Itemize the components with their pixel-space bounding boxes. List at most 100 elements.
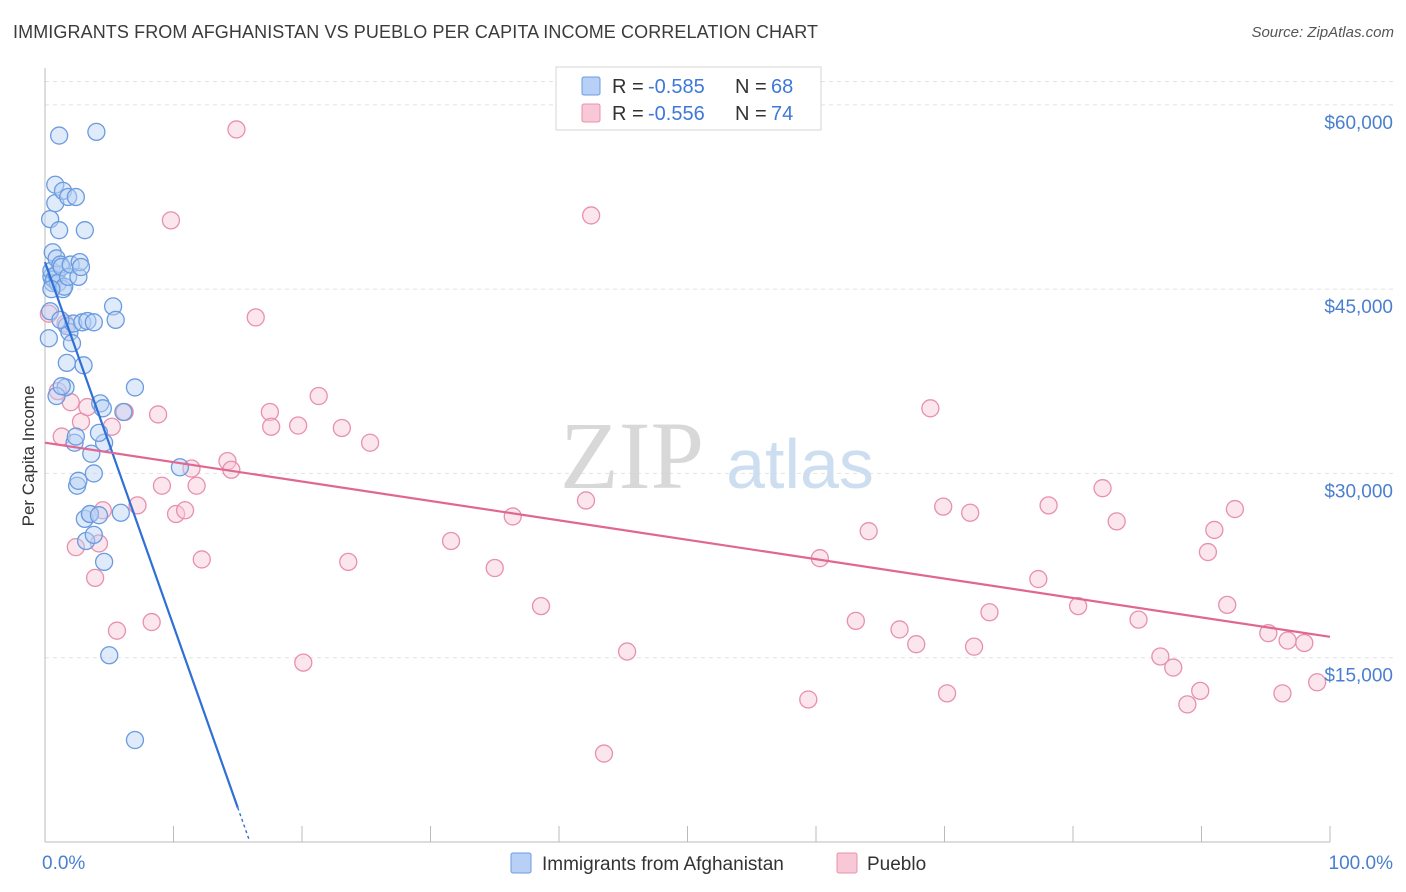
trend-lines	[43, 261, 1331, 841]
pueblo-point-44	[799, 690, 818, 709]
afghanistan-point-58	[125, 730, 145, 750]
y-tick-labels: $15,000 $30,000 $45,000 $60,000	[1324, 113, 1393, 687]
pueblo-point-43	[617, 642, 637, 661]
y-tick-label-1: $30,000	[1324, 481, 1393, 502]
afghanistan-point-44	[84, 313, 103, 332]
afghanistan-point-24	[58, 187, 78, 207]
pueblo-point-30	[288, 416, 308, 435]
pueblo-point-64	[1178, 695, 1197, 714]
pueblo-point-41	[581, 206, 601, 225]
correlation-legend: R = -0.585 N = 68 R = -0.556 N = 74	[555, 66, 822, 131]
afghanistan-point-57	[125, 378, 145, 397]
pueblo-point-23	[192, 550, 211, 569]
pueblo-point-5	[66, 537, 85, 557]
legend-r-value-pueblo: -0.556	[648, 103, 705, 125]
afghanistan-point-22	[57, 353, 76, 373]
watermark-atlas: atlas	[726, 425, 874, 503]
pueblo-point-33	[332, 418, 351, 438]
legend-n-label-2: N =	[735, 103, 767, 125]
pueblo-point-58	[1068, 596, 1088, 616]
x-tick-labels: 0.0% 100.0%	[42, 853, 1393, 874]
legend-swatch-pueblo	[581, 103, 601, 123]
afghanistan-point-33	[69, 471, 88, 490]
pueblo-point-67	[1205, 520, 1224, 540]
pueblo-point-27	[246, 308, 265, 327]
pueblo-point-48	[890, 620, 909, 639]
x-tick-label-0: 0.0%	[42, 853, 85, 874]
bottom-legend-swatch-pueblo	[836, 852, 858, 874]
pueblo-point-71	[1273, 684, 1292, 703]
pueblo-point-73	[1295, 633, 1314, 653]
pueblo-point-18	[161, 211, 181, 230]
bottom-legend-label-afghanistan: Immigrants from Afghanistan	[542, 854, 784, 875]
afghanistan-point-64	[84, 464, 103, 483]
y-tick-label-0: $15,000	[1324, 666, 1393, 687]
afghanistan-point-63	[66, 427, 85, 446]
pueblo-point-19	[166, 504, 186, 524]
pueblo-point-15	[142, 612, 161, 632]
pueblo-point-29	[262, 417, 281, 436]
afghanistan-trend-extension	[237, 807, 250, 841]
legend-n-value-pueblo: 74	[771, 103, 793, 125]
pueblo-point-35	[360, 433, 380, 452]
pueblo-point-61	[1129, 610, 1148, 629]
afghanistan-point-0	[39, 329, 59, 348]
afghanistan-point-14	[49, 126, 69, 145]
x-tick-label-1: 100.0%	[1329, 853, 1394, 874]
afghanistan-point-56	[114, 402, 133, 422]
bottom-legend-swatch-afghanistan	[510, 852, 532, 874]
pueblo-point-37	[485, 558, 504, 578]
legend-n-label-1: N =	[735, 76, 767, 98]
legend-r-label-1: R =	[612, 76, 644, 98]
grid-lines	[45, 81, 1393, 659]
pueblo-point-62	[1151, 647, 1170, 666]
afghanistan-point-40	[78, 311, 97, 331]
afghanistan-point-55	[111, 503, 130, 522]
pueblo-point-63	[1164, 658, 1183, 677]
afghanistan-point-13	[49, 221, 69, 240]
pueblo-point-55	[980, 603, 999, 622]
pueblo-point-12	[107, 621, 127, 640]
pueblo-point-74	[1308, 673, 1327, 692]
pueblo-point-28	[260, 402, 280, 422]
pueblo-point-72	[1278, 631, 1297, 650]
afghanistan-point-45	[84, 525, 103, 545]
pueblo-point-56	[1029, 569, 1048, 589]
pueblo-point-34	[339, 552, 358, 572]
pueblo-point-38	[503, 507, 522, 526]
afghanistan-point-61	[47, 386, 66, 406]
afghanistan-point-52	[100, 646, 119, 665]
chart-title: IMMIGRANTS FROM AFGHANISTAN VS PUEBLO PE…	[13, 22, 819, 42]
watermark: ZIP atlas	[560, 402, 874, 509]
afghanistan-point-51	[94, 552, 114, 572]
pueblo-point-49	[907, 635, 926, 654]
legend-n-value-afghanistan: 68	[771, 76, 793, 98]
legend-r-value-afghanistan: -0.585	[648, 76, 705, 98]
pueblo-point-36	[441, 531, 461, 551]
afghanistan-point-47	[89, 506, 109, 525]
pueblo-point-50	[921, 399, 940, 418]
pueblo-point-8	[85, 568, 105, 588]
pueblo-point-69	[1225, 499, 1245, 519]
afghanistan-point-30	[66, 187, 85, 207]
pueblo-point-46	[846, 611, 865, 631]
y-tick-label-2: $45,000	[1324, 297, 1393, 318]
pueblo-point-42	[594, 744, 614, 763]
pueblo-point-39	[531, 596, 551, 616]
pueblo-point-52	[937, 684, 957, 703]
pueblo-point-60	[1107, 512, 1126, 531]
bottom-legend-label-pueblo: Pueblo	[867, 854, 926, 875]
pueblo-point-40	[576, 491, 596, 510]
pueblo-trend-line	[44, 441, 1331, 638]
watermark-zip: ZIP	[560, 402, 704, 509]
pueblo-point-59	[1093, 479, 1112, 498]
pueblo-point-66	[1198, 542, 1218, 562]
afghanistan-point-54	[106, 310, 125, 330]
pueblo-point-53	[961, 503, 980, 522]
pueblo-point-32	[309, 386, 328, 406]
pueblo-point-17	[152, 476, 172, 495]
pueblo-point-22	[187, 476, 206, 495]
afghanistan-point-38	[75, 221, 94, 240]
afghanistan-trend-line	[43, 261, 239, 808]
